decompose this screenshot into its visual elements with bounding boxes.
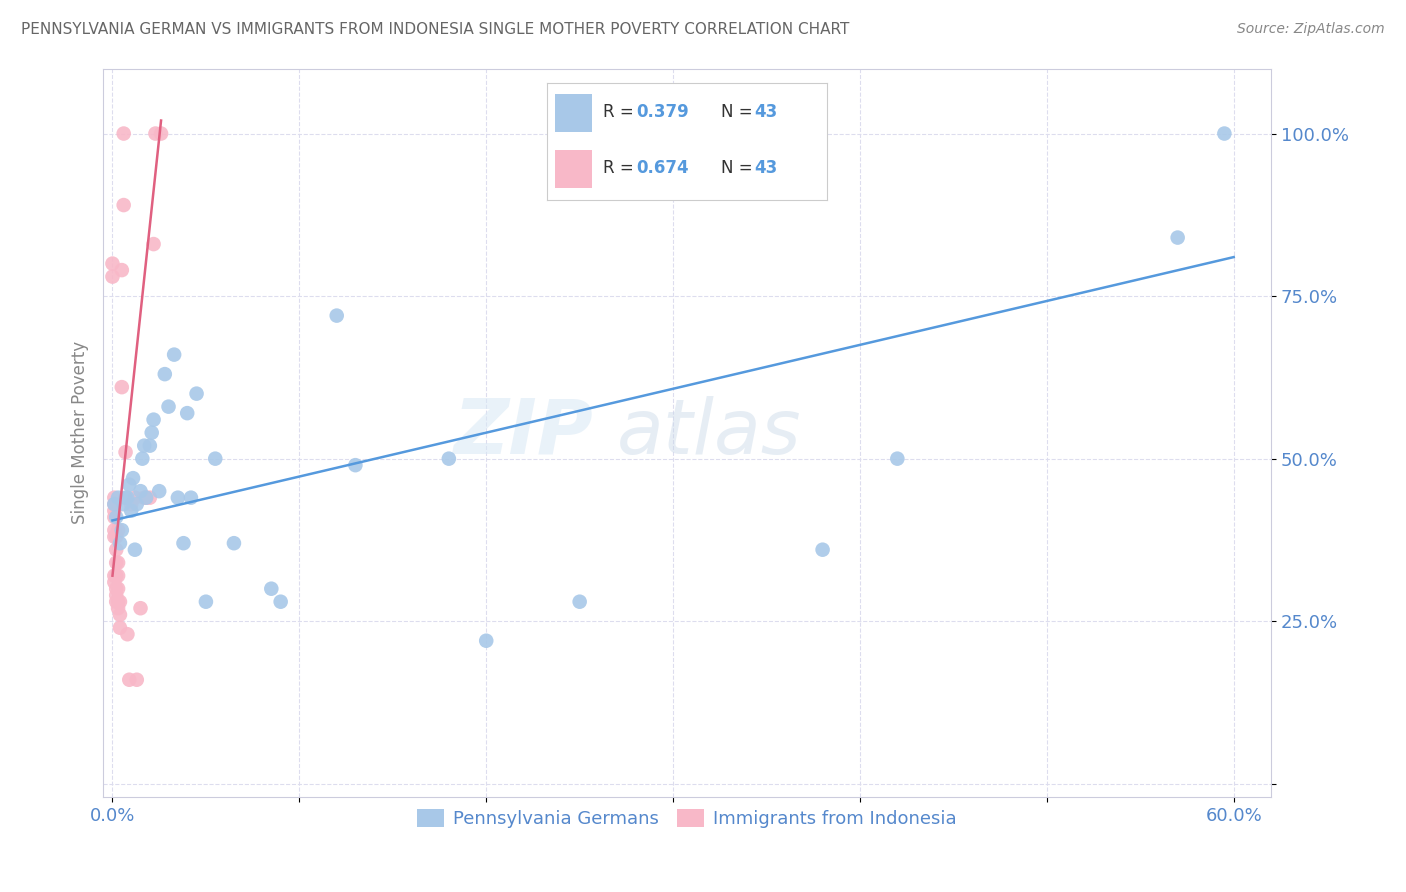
- Legend: Pennsylvania Germans, Immigrants from Indonesia: Pennsylvania Germans, Immigrants from In…: [411, 801, 965, 835]
- Point: [105, 568, 128, 582]
- Point: [107, 556, 129, 570]
- Point: [150, 127, 173, 141]
- Point: [108, 536, 131, 550]
- Point: [125, 497, 148, 511]
- Point: [107, 568, 129, 582]
- Point: [111, 523, 134, 537]
- Point: [135, 491, 157, 505]
- Point: [103, 491, 125, 505]
- Point: [163, 348, 186, 362]
- Point: [180, 491, 202, 505]
- Point: [124, 491, 146, 505]
- Point: [112, 198, 135, 212]
- Point: [111, 263, 134, 277]
- Point: [204, 451, 226, 466]
- Point: [103, 510, 125, 524]
- Point: [325, 309, 347, 323]
- Point: [142, 237, 165, 252]
- Point: [145, 127, 167, 141]
- Text: PENNSYLVANIA GERMAN VS IMMIGRANTS FROM INDONESIA SINGLE MOTHER POVERTY CORRELATI: PENNSYLVANIA GERMAN VS IMMIGRANTS FROM I…: [21, 22, 849, 37]
- Y-axis label: Single Mother Poverty: Single Mother Poverty: [72, 341, 89, 524]
- Point: [157, 400, 180, 414]
- Point: [122, 471, 145, 485]
- Point: [260, 582, 283, 596]
- Point: [153, 367, 176, 381]
- Point: [101, 269, 124, 284]
- Point: [103, 497, 125, 511]
- Point: [139, 439, 162, 453]
- Point: [120, 497, 142, 511]
- Point: [148, 484, 170, 499]
- Point: [108, 607, 131, 622]
- Point: [105, 510, 128, 524]
- Point: [108, 621, 131, 635]
- Point: [103, 575, 125, 590]
- Point: [118, 673, 141, 687]
- Point: [811, 542, 834, 557]
- Point: [105, 556, 128, 570]
- Point: [114, 445, 136, 459]
- Point: [270, 595, 292, 609]
- Point: [167, 491, 190, 505]
- Point: [139, 491, 162, 505]
- Point: [222, 536, 245, 550]
- Point: [103, 568, 125, 582]
- Point: [125, 673, 148, 687]
- Point: [124, 542, 146, 557]
- Text: Source: ZipAtlas.com: Source: ZipAtlas.com: [1237, 22, 1385, 37]
- Point: [107, 491, 129, 505]
- Point: [103, 497, 125, 511]
- Point: [1213, 127, 1236, 141]
- Point: [129, 601, 152, 615]
- Point: [112, 127, 135, 141]
- Point: [134, 439, 156, 453]
- Point: [1167, 230, 1189, 244]
- Point: [105, 582, 128, 596]
- Point: [107, 601, 129, 615]
- Point: [186, 386, 208, 401]
- Point: [173, 536, 195, 550]
- Point: [886, 451, 908, 466]
- Point: [105, 588, 128, 602]
- Point: [131, 451, 153, 466]
- Point: [114, 491, 136, 505]
- Point: [344, 458, 367, 472]
- Point: [118, 477, 141, 491]
- Point: [105, 542, 128, 557]
- Point: [135, 491, 157, 505]
- Point: [117, 491, 139, 505]
- Point: [111, 380, 134, 394]
- Point: [103, 504, 125, 518]
- Point: [101, 257, 124, 271]
- Point: [176, 406, 198, 420]
- Point: [103, 530, 125, 544]
- Point: [107, 523, 129, 537]
- Point: [105, 595, 128, 609]
- Point: [103, 523, 125, 537]
- Point: [112, 497, 135, 511]
- Point: [117, 627, 139, 641]
- Point: [107, 582, 129, 596]
- Point: [142, 412, 165, 426]
- Point: [108, 595, 131, 609]
- Point: [107, 595, 129, 609]
- Point: [437, 451, 460, 466]
- Point: [141, 425, 163, 440]
- Point: [120, 504, 142, 518]
- Point: [194, 595, 217, 609]
- Point: [129, 484, 152, 499]
- Point: [134, 491, 156, 505]
- Point: [475, 633, 498, 648]
- Text: atlas: atlas: [617, 396, 801, 470]
- Point: [105, 530, 128, 544]
- Text: ZIP: ZIP: [454, 396, 593, 470]
- Point: [568, 595, 591, 609]
